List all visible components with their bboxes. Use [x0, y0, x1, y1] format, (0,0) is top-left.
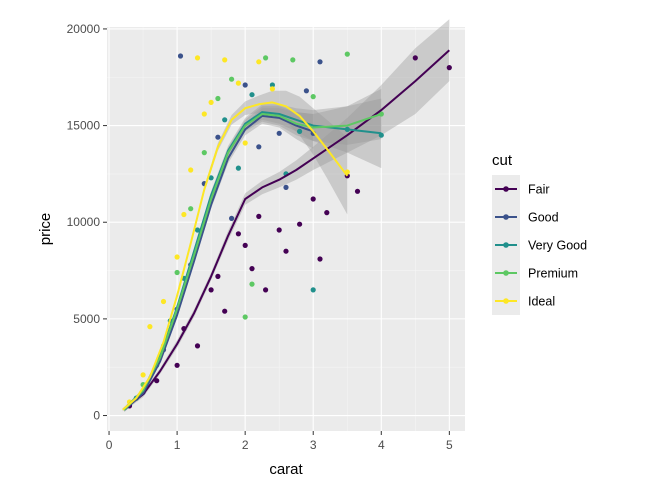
data-point: [310, 287, 316, 293]
data-point: [446, 65, 452, 71]
data-point: [177, 53, 184, 59]
confidence-band: [126, 19, 450, 410]
data-point: [283, 248, 289, 254]
y-tick-label: 5000: [73, 312, 100, 326]
x-tick-label: 1: [174, 438, 181, 452]
data-point: [256, 144, 262, 150]
data-point: [276, 227, 282, 233]
y-axis-title: price: [37, 213, 54, 246]
data-point: [160, 298, 167, 305]
data-point: [235, 80, 241, 86]
x-tick-label: 2: [242, 438, 249, 452]
data-point: [154, 378, 160, 384]
legend-title: cut: [492, 152, 513, 169]
data-point: [354, 188, 361, 194]
data-point: [174, 269, 180, 276]
data-point: [222, 117, 228, 123]
axes: 0 1 2 3 4 5 0 5000 10000 15000 20000: [67, 22, 453, 452]
x-tick-label: 3: [310, 438, 317, 452]
legend-label: Ideal: [528, 295, 555, 309]
legend-key-point: [503, 270, 509, 276]
data-point: [412, 55, 418, 61]
data-point: [181, 211, 187, 218]
data-point: [263, 287, 269, 293]
y-tick-label: 10000: [67, 215, 101, 229]
data-point: [297, 221, 303, 227]
data-point: [208, 99, 214, 105]
data-point: [249, 266, 255, 272]
data-point: [317, 256, 323, 262]
data-point: [249, 281, 255, 287]
data-point: [269, 82, 275, 88]
data-point: [229, 76, 235, 82]
data-point: [222, 308, 228, 314]
scatter-points: [126, 51, 452, 409]
legend-key-point: [503, 298, 509, 304]
smooth-line: [124, 114, 314, 411]
data-point: [229, 215, 235, 221]
data-point: [235, 231, 241, 237]
data-point: [235, 165, 241, 171]
legend-key-point: [503, 242, 509, 248]
data-point: [215, 95, 221, 102]
x-tick-label: 0: [106, 438, 113, 452]
confidence-band: [124, 88, 382, 413]
data-point: [256, 213, 262, 219]
data-point: [256, 59, 262, 65]
confidence-band: [122, 90, 348, 412]
smooth-line: [122, 101, 349, 411]
legend-label: Very Good: [528, 239, 587, 253]
data-point: [147, 324, 153, 330]
data-point: [194, 343, 201, 349]
data-point: [188, 206, 194, 212]
y-tick-label: 0: [93, 409, 100, 423]
data-point: [174, 362, 180, 368]
legend-label: Good: [528, 211, 559, 225]
data-point: [222, 57, 228, 63]
data-point: [263, 55, 269, 61]
data-point: [344, 51, 350, 57]
x-tick-label: 4: [378, 438, 385, 452]
data-point: [310, 94, 316, 100]
y-tick-label: 20000: [67, 22, 101, 36]
data-point: [242, 314, 248, 320]
plot-panel: [107, 27, 465, 431]
data-point: [215, 273, 221, 279]
data-point: [194, 55, 201, 61]
legend-label: Fair: [528, 183, 550, 197]
legend-label: Premium: [528, 267, 578, 281]
data-point: [249, 92, 255, 98]
data-point: [269, 86, 275, 92]
data-point: [276, 130, 282, 136]
data-point: [310, 196, 316, 202]
data-point: [242, 82, 248, 88]
data-point: [283, 184, 289, 190]
smooth-line: [125, 49, 450, 409]
data-point: [215, 134, 221, 140]
data-point: [194, 227, 201, 233]
x-tick-label: 5: [446, 438, 453, 452]
legend: cut Fair Good Very Good Premium Ideal: [492, 152, 587, 315]
data-point: [324, 210, 330, 216]
y-tick-label: 15000: [67, 119, 101, 133]
data-point: [140, 372, 146, 378]
smooth-lines: [122, 49, 450, 411]
x-axis-title: carat: [269, 461, 303, 478]
data-point: [201, 150, 207, 156]
data-point: [208, 287, 214, 293]
data-point: [174, 254, 180, 260]
data-point: [201, 111, 207, 117]
data-point: [317, 59, 323, 65]
data-point: [290, 57, 296, 63]
data-point: [303, 88, 309, 94]
data-point: [188, 167, 194, 173]
data-point: [297, 128, 303, 134]
legend-key-point: [503, 186, 509, 192]
data-point: [242, 140, 248, 146]
data-point: [242, 242, 248, 248]
data-point: [208, 175, 214, 181]
legend-key-point: [503, 214, 509, 220]
